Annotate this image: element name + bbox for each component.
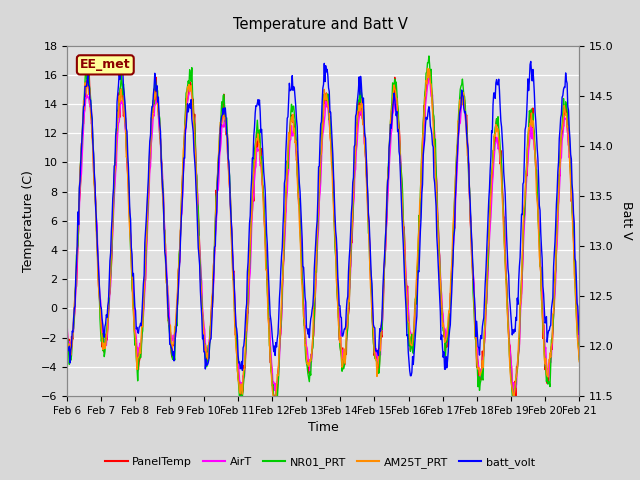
Text: Temperature and Batt V: Temperature and Batt V: [232, 17, 408, 32]
Legend: PanelTemp, AirT, NR01_PRT, AM25T_PRT, batt_volt: PanelTemp, AirT, NR01_PRT, AM25T_PRT, ba…: [101, 452, 539, 472]
Y-axis label: Batt V: Batt V: [620, 202, 633, 240]
Y-axis label: Temperature (C): Temperature (C): [22, 170, 35, 272]
Text: EE_met: EE_met: [80, 59, 131, 72]
X-axis label: Time: Time: [308, 421, 339, 434]
